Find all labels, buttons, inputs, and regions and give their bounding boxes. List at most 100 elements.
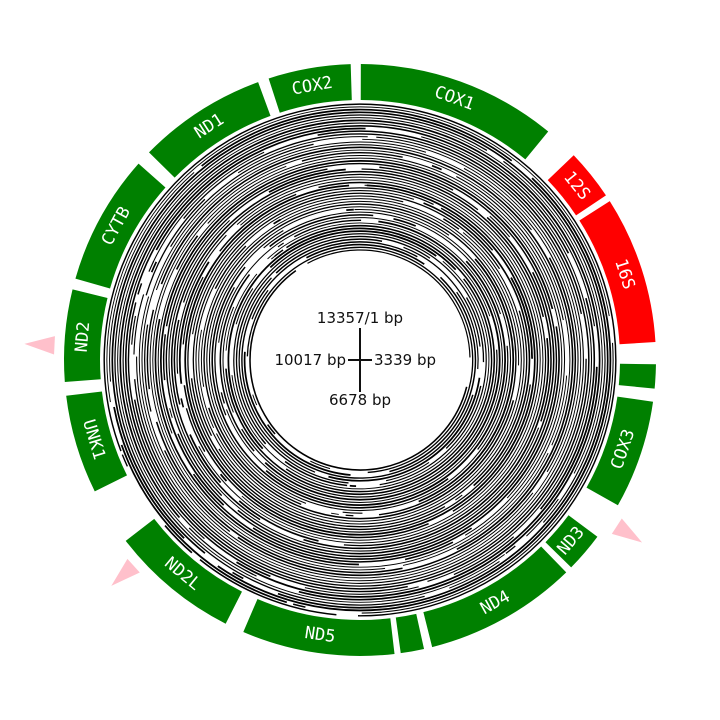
read-arc (404, 541, 454, 561)
read-arc (235, 235, 431, 484)
gene-nd4-arc[interactable] (423, 546, 567, 648)
read-arc (306, 243, 425, 265)
gene-16s-arc[interactable] (579, 201, 656, 345)
read-arc (269, 214, 374, 248)
read-arc (160, 146, 574, 550)
read-arc (149, 149, 571, 571)
read-arc (301, 152, 403, 162)
read-arc (219, 473, 228, 482)
read-arc (236, 366, 598, 598)
gene-small-gene-bottom-arc[interactable] (395, 613, 425, 654)
read-arc (157, 157, 563, 499)
gene-cytb-arc[interactable] (75, 163, 166, 289)
read-arc (209, 209, 512, 512)
read-arc (318, 181, 539, 512)
gene-small-gene-right-arc[interactable] (618, 363, 656, 389)
read-arc (465, 297, 485, 363)
read-arc (218, 310, 528, 528)
read-arc (241, 241, 474, 479)
center-label-right: 3339 bp (374, 351, 436, 369)
gene-track: COX112S16SCOX3ND3ND4ND5ND2LUNK1ND2CYTBND… (63, 64, 656, 657)
read-arc (268, 168, 346, 193)
read-arc (453, 536, 515, 576)
gene-nd2l-arc[interactable] (125, 518, 242, 624)
gene-unk1-arc[interactable] (66, 391, 128, 492)
read-arc (152, 151, 265, 264)
gene-cox3-arc[interactable] (586, 396, 654, 506)
gene-12s-arc[interactable] (547, 155, 606, 216)
read-arc (170, 143, 314, 248)
read-arc (303, 338, 550, 550)
read-arc (246, 246, 474, 474)
read-arc (269, 230, 437, 269)
read-arc (155, 421, 403, 574)
read-arc (455, 494, 463, 501)
gene-nd3-arc[interactable] (545, 515, 598, 568)
read-arc (160, 160, 554, 506)
read-arc (241, 349, 498, 498)
read-arc (456, 176, 564, 321)
read-arc (463, 167, 579, 473)
read-arc (274, 249, 284, 257)
read-arc (183, 385, 429, 539)
read-arc (510, 277, 533, 359)
read-arc (237, 271, 555, 555)
trna-track (24, 336, 643, 586)
read-arc (477, 345, 509, 450)
read-arc (218, 217, 503, 503)
gene-nd1-arc[interactable] (148, 82, 271, 178)
trna-mark-1 (611, 518, 643, 543)
read-arc (189, 434, 222, 484)
center-label-top: 13357/1 bp (317, 309, 403, 327)
gene-cox1-arc[interactable] (360, 64, 549, 160)
read-arc (182, 173, 547, 547)
read-arc (103, 103, 617, 617)
read-arc (345, 514, 354, 517)
read-arc (173, 319, 181, 405)
read-arc (220, 392, 226, 404)
read-arc (134, 358, 587, 587)
read-arc (208, 400, 515, 520)
read-arc (277, 242, 284, 248)
read-arc (307, 249, 471, 358)
read-arc (310, 460, 331, 470)
gene-nd5-arc[interactable] (243, 598, 395, 657)
read-arc (188, 527, 254, 575)
gene-cox2-arc[interactable] (268, 64, 352, 113)
read-arc (170, 170, 545, 521)
read-arc (136, 136, 584, 584)
read-arc (219, 274, 255, 452)
read-arc (232, 571, 244, 580)
read-arc (275, 238, 383, 274)
read-arc (211, 266, 444, 509)
read-coverage-rings (103, 103, 617, 617)
gene-nd2-label: ND2 (72, 321, 94, 353)
read-arc (389, 276, 477, 473)
read-arc (192, 192, 501, 437)
read-arc (304, 586, 419, 595)
read-arc (231, 260, 490, 490)
read-arc (198, 176, 544, 544)
read-arc (489, 215, 511, 238)
read-arc (203, 203, 517, 516)
read-arc (125, 125, 570, 578)
read-arc (418, 258, 515, 503)
read-arc (176, 234, 227, 374)
read-arc (155, 127, 366, 251)
read-arc (187, 187, 531, 533)
read-arc (252, 326, 560, 560)
read-arc (445, 385, 482, 449)
read-arc (219, 193, 297, 252)
read-arc (440, 207, 494, 251)
read-arc (178, 261, 210, 384)
read-arc (238, 277, 316, 473)
read-arc (190, 378, 446, 531)
read-arc (266, 424, 276, 435)
read-arc (252, 394, 258, 406)
gene-nd2-arc[interactable] (63, 289, 108, 382)
read-arc (207, 155, 566, 536)
read-arc (503, 160, 606, 523)
read-arc (138, 138, 582, 582)
